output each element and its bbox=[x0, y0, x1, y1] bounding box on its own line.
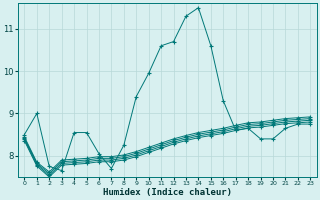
X-axis label: Humidex (Indice chaleur): Humidex (Indice chaleur) bbox=[103, 188, 232, 197]
